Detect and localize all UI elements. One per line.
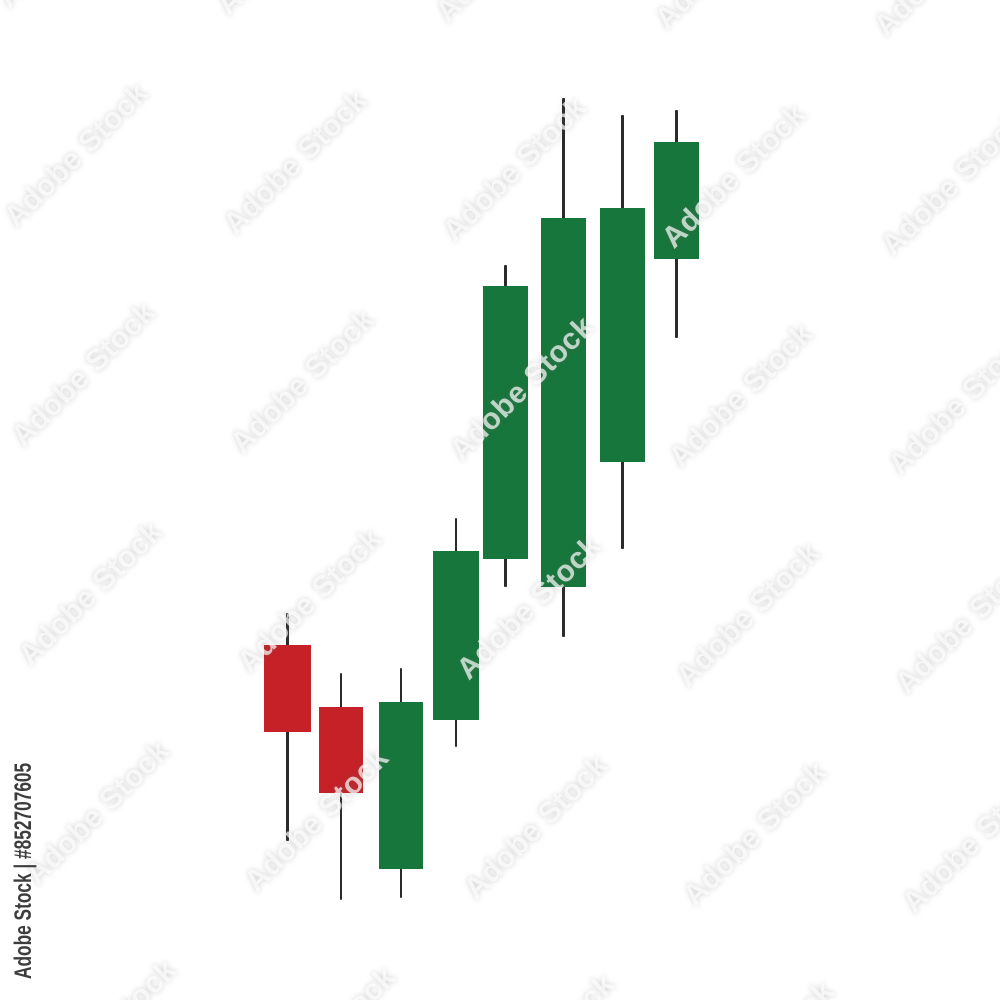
candle-body-up [483, 286, 528, 559]
watermark-id: Adobe Stock | #852707605 [10, 762, 37, 979]
candle-body-up [541, 218, 586, 587]
candle-body-up [433, 551, 479, 720]
candle-body-up [654, 142, 699, 259]
candle-body-up [379, 702, 423, 869]
candle-body-down [319, 707, 363, 793]
candle-body-up [600, 208, 645, 462]
candle-body-down [264, 645, 311, 732]
